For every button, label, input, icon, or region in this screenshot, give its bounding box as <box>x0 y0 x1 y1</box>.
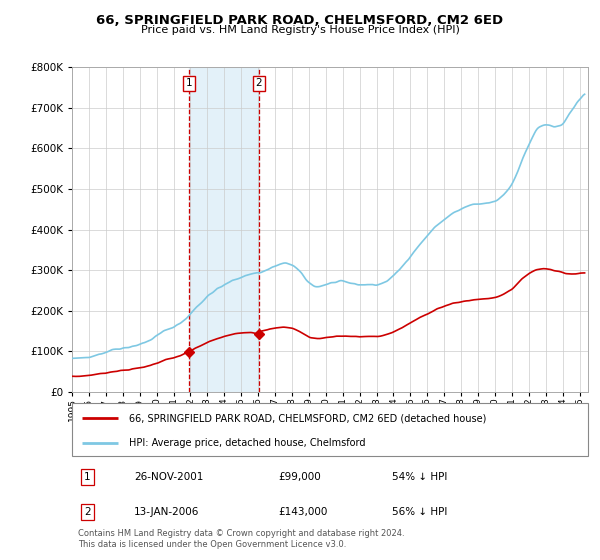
Text: 1: 1 <box>185 78 192 88</box>
Text: 1: 1 <box>84 472 91 482</box>
Text: 56% ↓ HPI: 56% ↓ HPI <box>392 507 447 517</box>
Text: HPI: Average price, detached house, Chelmsford: HPI: Average price, detached house, Chel… <box>129 438 365 448</box>
Text: 26-NOV-2001: 26-NOV-2001 <box>134 472 203 482</box>
Text: 66, SPRINGFIELD PARK ROAD, CHELMSFORD, CM2 6ED (detached house): 66, SPRINGFIELD PARK ROAD, CHELMSFORD, C… <box>129 413 486 423</box>
FancyBboxPatch shape <box>72 403 588 456</box>
Text: Price paid vs. HM Land Registry's House Price Index (HPI): Price paid vs. HM Land Registry's House … <box>140 25 460 35</box>
Text: 54% ↓ HPI: 54% ↓ HPI <box>392 472 447 482</box>
Text: 66, SPRINGFIELD PARK ROAD, CHELMSFORD, CM2 6ED: 66, SPRINGFIELD PARK ROAD, CHELMSFORD, C… <box>97 14 503 27</box>
Text: Contains HM Land Registry data © Crown copyright and database right 2024.
This d: Contains HM Land Registry data © Crown c… <box>78 529 404 549</box>
Text: 2: 2 <box>84 507 91 517</box>
Text: 2: 2 <box>256 78 262 88</box>
Text: £99,000: £99,000 <box>278 472 321 482</box>
Bar <box>189 67 259 392</box>
Text: 13-JAN-2006: 13-JAN-2006 <box>134 507 199 517</box>
Text: £143,000: £143,000 <box>278 507 328 517</box>
